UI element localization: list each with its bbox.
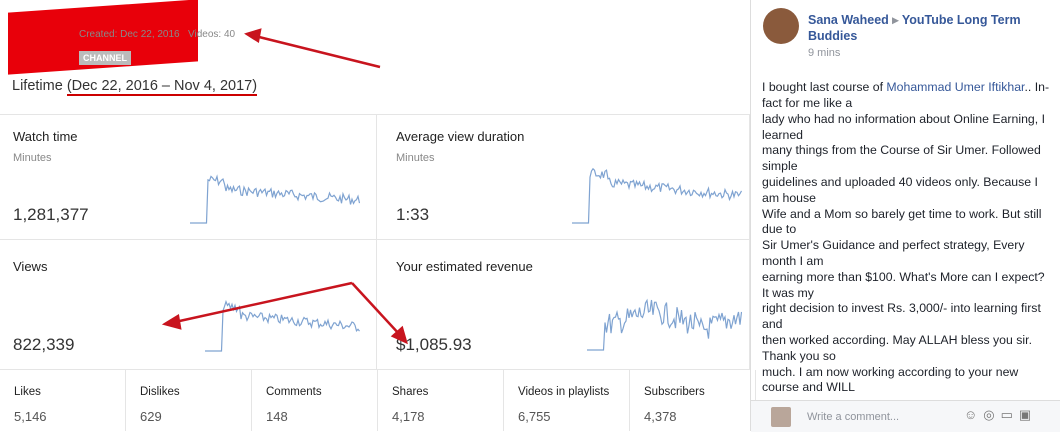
stat-label: Videos in playlists — [518, 386, 610, 398]
comment-icons: ☺◎▭▣ — [964, 407, 1038, 422]
post-line: I bought last course of Mohammad Umer If… — [762, 80, 1049, 94]
text: I bought last course of — [762, 80, 887, 94]
text: .. In- — [1024, 80, 1050, 94]
avatar — [763, 8, 799, 44]
videos-count: Videos: 40 — [188, 29, 236, 40]
card-value: 822,339 — [13, 335, 75, 354]
post-line: due to — [762, 222, 797, 237]
stat-label: Dislikes — [140, 386, 180, 398]
divider — [0, 114, 750, 115]
sparkline — [190, 174, 360, 224]
card: Views 822,339 — [0, 240, 377, 370]
post-line: learned — [762, 127, 804, 142]
card-value: 1,281,377 — [13, 205, 89, 224]
stat-value: 629 — [140, 409, 162, 424]
card-title: Watch time — [13, 129, 78, 144]
card-unit: Minutes — [396, 152, 435, 164]
comment-input[interactable]: Write a comment... — [807, 411, 900, 423]
sparkline-path — [190, 174, 360, 224]
card-title: Your estimated revenue — [396, 259, 533, 274]
lifetime-range: (Dec 22, 2016 – Nov 4, 2017) — [66, 78, 258, 96]
card-value: $1,085.93 — [396, 335, 472, 354]
stat: Comments 148 — [252, 370, 378, 431]
facebook-post: Sana Waheed ▸ YouTube Long Term Buddies … — [751, 0, 1060, 431]
stat-label: Comments — [266, 386, 322, 398]
card-title: Views — [13, 259, 48, 274]
stat-label: Shares — [392, 386, 429, 398]
comment-bar: Write a comment... ☺◎▭▣ — [751, 400, 1060, 432]
card-title: Average view duration — [396, 129, 525, 144]
annotations — [161, 28, 408, 345]
stat-value: 4,178 — [392, 409, 425, 424]
card-value: 1:33 — [396, 205, 430, 224]
sparkline-path — [205, 299, 360, 352]
stat: Dislikes 629 — [126, 370, 252, 431]
sparkline-path — [572, 167, 742, 224]
stats-row: Likes 5,146 Dislikes 629 Comments 148 Shares 4,… — [0, 370, 756, 431]
sparkline — [572, 167, 742, 224]
post-header: Sana Waheed ▸ YouTube Long Term Buddies — [808, 13, 1021, 43]
stat: Shares 4,178 — [378, 370, 504, 431]
sparkline — [205, 299, 360, 352]
card: Watch time Minutes 1,281,377 — [0, 115, 377, 240]
card: Average view duration Minutes 1:33 — [377, 115, 750, 240]
post-line: fact for me like a — [762, 96, 853, 110]
post-line: month I am — [762, 254, 824, 268]
post-separator — [750, 0, 751, 431]
stat-label: Subscribers — [644, 386, 705, 398]
channel-badge: CHANNEL — [79, 51, 131, 65]
stat-value: 148 — [266, 409, 288, 424]
post-line: simple — [762, 159, 798, 174]
post-line: It was my — [762, 285, 814, 300]
analytics-panel: Created: Dec 22, 2016 Videos: 40 CHANNEL… — [0, 0, 756, 431]
post-line: earning more than $100. What's More can … — [762, 269, 1045, 284]
sparkline-path — [587, 298, 742, 351]
post-line: Thank you so — [762, 348, 836, 363]
post-line: lady who had no information about Online… — [762, 111, 1046, 126]
post-line: many things from the Course of Sir Umer.… — [762, 143, 1041, 158]
post-line: much. I am now working according to your… — [762, 364, 1019, 379]
post-line: then worked according. May ALLAH bless y… — [762, 333, 1032, 347]
stat-label: Likes — [14, 386, 41, 398]
lifetime: Lifetime (Dec 22, 2016 – Nov 4, 2017) — [12, 78, 258, 96]
stat-value: 5,146 — [14, 409, 47, 424]
card: Your estimated revenue $1,085.93 — [377, 240, 750, 370]
card-unit: Minutes — [13, 152, 52, 164]
post-time: 9 mins — [808, 47, 841, 59]
post-line: and — [762, 317, 783, 332]
lifetime-label: Lifetime — [12, 78, 63, 94]
group[interactable]: YouTube Long Term Buddies — [808, 13, 1021, 43]
sparkline — [587, 298, 742, 351]
author[interactable]: Sana Waheed — [808, 13, 889, 27]
mention[interactable]: Mohammad Umer Iftikhar — [886, 80, 1025, 94]
comment-avatar — [771, 407, 791, 427]
post-line: Sir Umer's Guidance and perfect strategy… — [762, 238, 1025, 253]
stat-value: 6,755 — [518, 409, 551, 424]
stat-value: 4,378 — [644, 409, 677, 424]
post-line: course and WILL — [762, 380, 855, 395]
stat: Videos in playlists 6,755 — [504, 370, 630, 431]
stat: Likes 5,146 — [0, 370, 126, 431]
post-line: guidelines and uploaded 40 videos only. … — [762, 175, 1038, 189]
created: Created: Dec 22, 2016 — [79, 29, 180, 40]
post-line: right decision to invest Rs. 3,000/- int… — [762, 301, 1041, 316]
post-line: Wife and a Mom so barely get time to wor… — [762, 206, 1042, 221]
post-line: am house — [762, 190, 817, 205]
